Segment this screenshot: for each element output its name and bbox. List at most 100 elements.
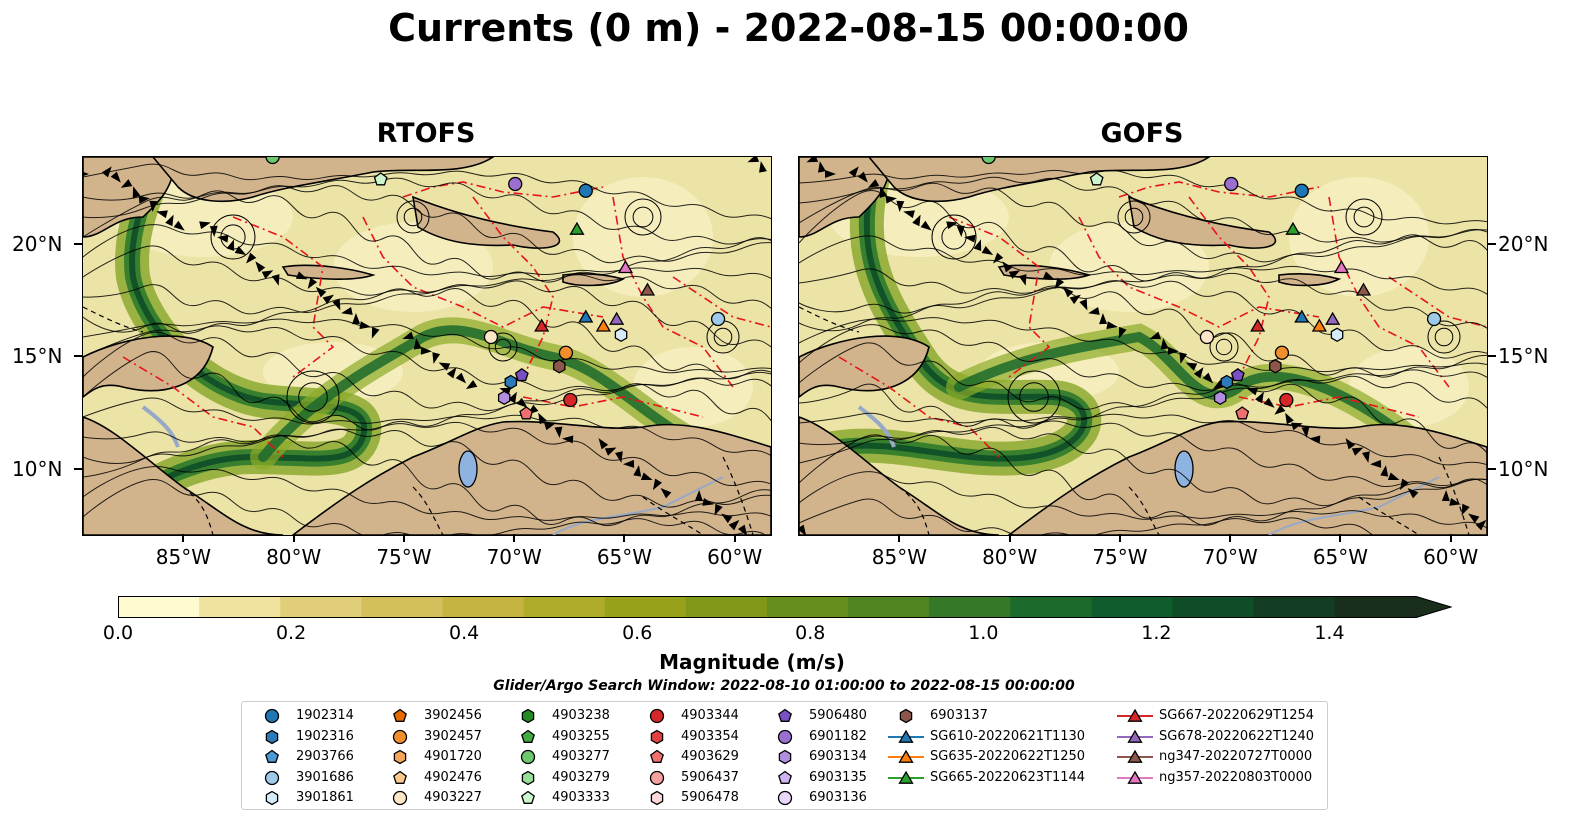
colorbar-tick-label: 0.6 <box>622 622 653 644</box>
legend-marker-triangle <box>1127 708 1143 722</box>
marker-1902316 <box>1220 374 1234 390</box>
land-mass <box>562 272 626 287</box>
lon-tick-label: 70°W <box>486 545 542 569</box>
marker-3901686 <box>1426 311 1442 327</box>
legend-label: 4903279 <box>552 769 610 785</box>
marker-5906480 <box>514 368 529 382</box>
legend-marker-hexagon <box>521 770 535 785</box>
legend-marker-circle <box>649 708 665 724</box>
legend-marker-hexagon <box>778 749 792 765</box>
panel-title-rtofs: RTOFS <box>376 118 476 149</box>
land-mass <box>83 335 214 399</box>
legend-marker-pentagon <box>650 749 664 763</box>
colorbar-segment <box>685 596 768 618</box>
marker-6901182 <box>508 176 523 192</box>
land-mass <box>1007 420 1487 535</box>
colorbar-tick-label: 1.4 <box>1314 622 1345 644</box>
marker-4903277 <box>265 157 280 165</box>
marker-3902457 <box>558 345 574 360</box>
land-mass <box>291 420 771 535</box>
legend-label: 5906478 <box>681 790 739 805</box>
legend-label: SG665-20220623T1144 <box>930 769 1086 785</box>
legend-label: 6903137 <box>930 708 988 723</box>
lon-tick-label: 65°W <box>1312 545 1369 569</box>
legend-label: 4903333 <box>552 790 610 805</box>
legend-marker-circle <box>777 729 793 744</box>
legend-marker-circle <box>649 770 665 785</box>
legend-marker-pentagon <box>778 708 792 722</box>
colorbar-tick-label: 1.0 <box>968 622 999 644</box>
legend-label: 4903238 <box>552 708 610 723</box>
legend-label: 5906480 <box>809 708 867 723</box>
marker-4903227 <box>1199 329 1215 345</box>
legend-label: 6901182 <box>809 728 867 744</box>
lon-tick-label: 80°W <box>266 545 322 569</box>
marker-4903333 <box>373 172 388 186</box>
panel-title-gofs: GOFS <box>1100 118 1184 149</box>
legend-label: 3902457 <box>424 728 482 744</box>
legend-marker-triangle <box>898 770 914 784</box>
legend-label: 3901861 <box>296 790 354 805</box>
lon-tick-label: 60°W <box>707 545 763 569</box>
legend-marker-circle <box>777 790 793 806</box>
colorbar-segment <box>1172 596 1255 618</box>
legend-marker-triangle <box>898 749 914 763</box>
marker-4903227 <box>483 329 499 345</box>
legend-label: 4903629 <box>681 749 739 764</box>
legend-marker-hexagon <box>899 708 913 724</box>
legend-marker-circle <box>264 770 280 785</box>
map-rtofs[interactable] <box>82 156 772 536</box>
map-gofs[interactable] <box>798 156 1488 536</box>
marker-4903629 <box>519 406 534 420</box>
lon-tick-label: 60°W <box>1423 545 1479 569</box>
marker-SG665-20220623T1144 <box>1285 221 1301 235</box>
legend: 1902314 1902316 2903766 3901686 3901861 39024… <box>241 701 1328 810</box>
legend-label: ng347-20220727T0000 <box>1159 749 1313 764</box>
legend-label: 3901686 <box>296 769 354 785</box>
marker-SG678-20220622T1240 <box>1325 311 1341 325</box>
legend-label: 4903255 <box>552 728 610 744</box>
lat-tick-label: 20°N <box>12 231 63 256</box>
colorbar-segment <box>1334 596 1416 618</box>
marker-4903344 <box>563 392 578 408</box>
legend-label: 4903227 <box>424 790 482 805</box>
land-mass <box>281 264 376 280</box>
marker-1902316 <box>504 374 518 390</box>
lat-tick-label: 10°N <box>12 456 63 481</box>
colorbar-tick-label: 0.4 <box>449 622 480 644</box>
search-window-caption: Glider/Argo Search Window: 2022-08-10 01… <box>493 678 1075 694</box>
legend-marker-pentagon <box>521 790 535 804</box>
legend-marker-pentagon <box>265 749 279 763</box>
marker-3901861 <box>1330 327 1344 343</box>
legend-label: 6903135 <box>809 769 867 785</box>
colorbar-segment <box>280 596 362 618</box>
lon-tick-label: 85°W <box>155 545 212 569</box>
legend-marker-circle <box>264 708 280 724</box>
lon-tick-label: 75°W <box>1092 545 1148 569</box>
colorbar-segment <box>442 596 525 618</box>
legend-label: 4902476 <box>424 769 482 785</box>
marker-SG667-20220629T1254 <box>1250 318 1266 332</box>
marker-6903137 <box>553 359 566 374</box>
marker-ng357-20220803T0000 <box>1333 259 1350 274</box>
marker-ng357-20220803T0000 <box>617 259 634 274</box>
legend-label: ng357-20220803T0000 <box>1159 769 1313 785</box>
legend-label: 5906437 <box>681 769 739 785</box>
colorbar-segment <box>767 596 849 618</box>
colorbar-segment <box>1253 596 1336 618</box>
marker-1902314 <box>578 183 593 198</box>
legend-marker-pentagon <box>521 729 535 743</box>
lat-tick-label: 20°N <box>1498 231 1549 256</box>
legend-label: 2903766 <box>296 749 354 764</box>
legend-marker-circle <box>520 749 536 765</box>
colorbar-tick-label: 0.8 <box>795 622 826 644</box>
land-mass <box>151 157 495 203</box>
marker-6903134 <box>1213 390 1227 406</box>
colorbar-segment <box>118 596 200 618</box>
legend-label: 1902316 <box>296 728 354 744</box>
colorbar-segment <box>1010 596 1092 618</box>
marker-3901686 <box>710 311 726 327</box>
land-mass <box>1278 272 1342 287</box>
colorbar-segment <box>1091 596 1174 618</box>
legend-marker-pentagon <box>393 770 407 784</box>
